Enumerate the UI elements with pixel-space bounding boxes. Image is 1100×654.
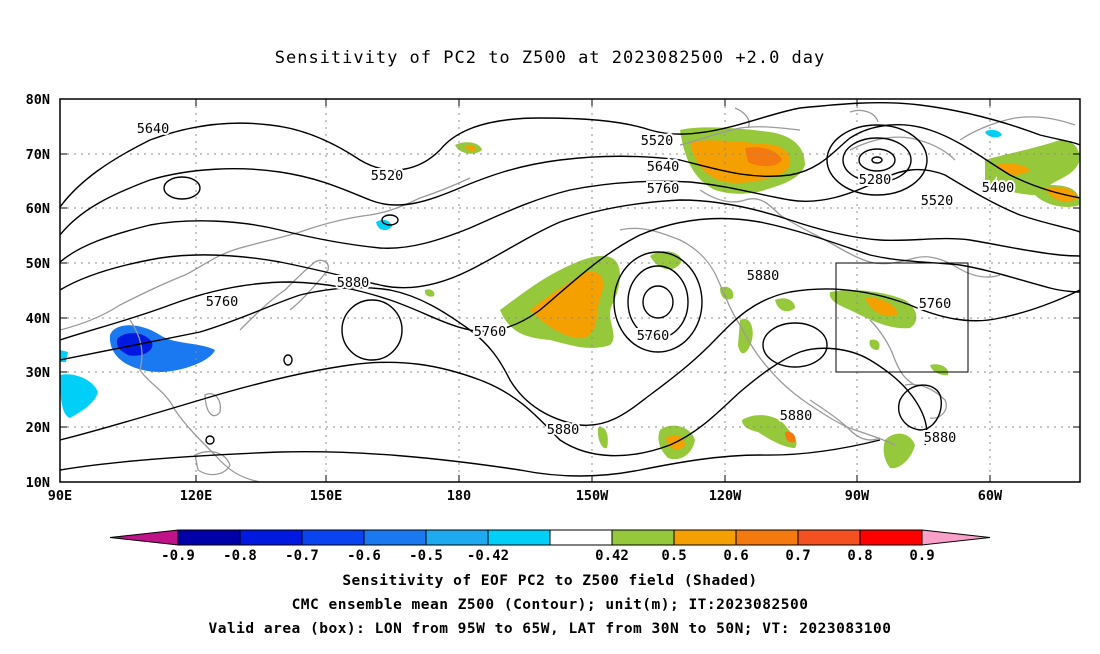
lat-label: 40N xyxy=(26,311,50,327)
longitude-labels: 90E 120E 150E 180 150W 120W 90W 60W xyxy=(48,488,1003,504)
positive-sensitivity-region xyxy=(530,271,604,339)
colorbar-tick-label: 0.5 xyxy=(661,548,686,564)
positive-sensitivity-region xyxy=(775,298,795,312)
caption-line-3: Valid area (box): LON from 95W to 65W, L… xyxy=(208,621,892,637)
positive-sensitivity-region xyxy=(930,364,949,376)
lat-label: 10N xyxy=(26,475,50,491)
positive-sensitivity-region xyxy=(424,289,435,297)
contour-value-label: 5280 xyxy=(859,172,892,188)
lon-label: 90E xyxy=(48,488,72,504)
colorbar-tick-labels: -0.9 -0.8 -0.7 -0.6 -0.5 -0.42 0.42 0.5 0.6 0.7 0.… xyxy=(161,548,935,564)
lat-label: 60N xyxy=(26,201,50,217)
contour-value-label: 5760 xyxy=(206,294,239,310)
valid-area-box xyxy=(835,262,969,373)
negative-sensitivity-region xyxy=(60,374,98,418)
map-frame xyxy=(59,98,1081,483)
map-area xyxy=(60,99,1080,482)
colorbar-tick-label: -0.9 xyxy=(161,548,195,564)
colorbar-tick-label: 0.7 xyxy=(785,548,810,564)
tick-marks xyxy=(60,98,1080,483)
colorbar-tick-label: -0.6 xyxy=(347,548,381,564)
contour-value-label: 5520 xyxy=(641,133,674,149)
colorbar-segment xyxy=(363,529,427,546)
positive-sensitivity-region xyxy=(995,163,1030,175)
colorbar-tick-label: 0.9 xyxy=(909,548,934,564)
positive-sensitivity-region xyxy=(597,427,608,449)
colorbar-segment xyxy=(859,529,923,546)
colorbar-segment xyxy=(239,529,303,546)
latitude-labels: 80N 70N 60N 50N 40N 30N 20N 10N xyxy=(26,92,50,491)
contour-value-label: 5520 xyxy=(921,193,954,209)
colorbar-tick-label: -0.42 xyxy=(467,548,509,564)
contour-value-label: 5520 xyxy=(371,168,404,184)
caption-line-1: Sensitivity of EOF PC2 to Z500 field (Sh… xyxy=(342,573,758,589)
caption-line-2: CMC ensemble mean Z500 (Contour); unit(m… xyxy=(291,597,809,613)
positive-sensitivity-region xyxy=(745,147,782,167)
lon-label: 150W xyxy=(576,488,609,504)
lon-label: 120E xyxy=(180,488,213,504)
contour-value-label: 5400 xyxy=(982,180,1015,196)
contour-value-label: 5760 xyxy=(637,328,670,344)
lon-label: 90W xyxy=(845,488,870,504)
contour-value-label: 5760 xyxy=(919,296,952,312)
lon-label: 60W xyxy=(978,488,1003,504)
positive-sensitivity-region xyxy=(865,297,898,317)
map-title: Sensitivity of PC2 to Z500 at 2023082500… xyxy=(274,48,826,68)
colorbar-segment xyxy=(611,529,675,546)
contour-labels: 5640 5520 5520 5640 5760 5280 5400 5520 5760 5880… xyxy=(135,119,1017,448)
positive-sensitivity-region xyxy=(869,339,880,350)
contour-value-label: 5880 xyxy=(337,275,370,291)
colorbar-segment xyxy=(425,529,489,546)
lat-label: 70N xyxy=(26,147,50,163)
positive-sensitivity-region xyxy=(720,286,734,300)
z500-contours xyxy=(60,101,1080,477)
colorbar-tick-label: -0.5 xyxy=(409,548,443,564)
positive-sensitivity-region xyxy=(465,145,476,151)
negative-sensitivity-region xyxy=(985,129,1002,138)
contour-value-label: 5880 xyxy=(780,408,813,424)
lat-label: 80N xyxy=(26,92,50,108)
coastlines xyxy=(60,107,1076,482)
lat-label: 50N xyxy=(26,256,50,272)
lon-label: 180 xyxy=(447,488,471,504)
colorbar-tick-label: 0.6 xyxy=(723,548,748,564)
colorbar-segment xyxy=(177,529,241,546)
colorbar-segment xyxy=(301,529,365,546)
colorbar-segment xyxy=(797,529,861,546)
colorbar-tick-label: -0.7 xyxy=(285,548,319,564)
colorbar-arrow-left xyxy=(109,529,179,546)
contour-value-label: 5760 xyxy=(474,324,507,340)
lon-label: 150E xyxy=(310,488,343,504)
contour-value-label: 5880 xyxy=(547,422,580,438)
lon-label: 120W xyxy=(709,488,742,504)
lat-label: 20N xyxy=(26,420,50,436)
colorbar-segment xyxy=(673,529,737,546)
contour-value-label: 5640 xyxy=(137,121,170,137)
positive-sensitivity-region xyxy=(883,433,915,469)
negative-sensitivity-region xyxy=(376,219,392,231)
colorbar-segment xyxy=(549,529,613,546)
positive-sensitivity-region xyxy=(742,415,797,448)
colorbar-tick-label: -0.8 xyxy=(223,548,257,564)
colorbar xyxy=(109,529,991,546)
positive-sensitivity-region xyxy=(785,431,796,443)
contour-value-label: 5760 xyxy=(647,181,680,197)
colorbar-segment xyxy=(487,529,551,546)
contour-value-label: 5880 xyxy=(924,430,957,446)
lat-label: 30N xyxy=(26,365,50,381)
contour-value-label: 5880 xyxy=(747,268,780,284)
colorbar-segment xyxy=(735,529,799,546)
colorbar-tick-label: 0.42 xyxy=(595,548,629,564)
colorbar-arrow-right xyxy=(921,529,991,546)
contour-value-label: 5640 xyxy=(647,159,680,175)
colorbar-tick-label: 0.8 xyxy=(847,548,872,564)
